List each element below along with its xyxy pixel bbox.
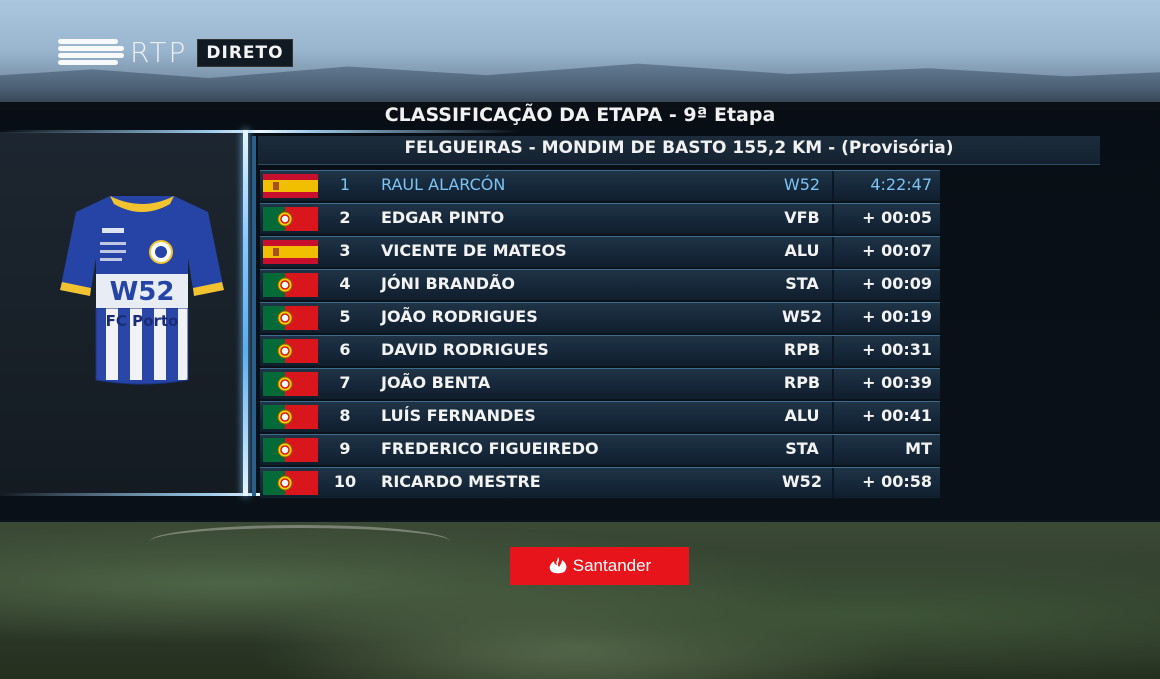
rank-number: 6: [339, 340, 351, 359]
spain-flag-icon: [263, 174, 318, 198]
portugal-flag-icon: [263, 471, 318, 495]
standings-row: 5 JOÃO RODRIGUES W52 + 00:19: [260, 302, 940, 334]
team-code: W52: [783, 175, 821, 194]
spain-flag-icon: [263, 240, 318, 264]
portugal-flag-icon: [263, 273, 318, 297]
rider-name: JOÃO BENTA: [381, 373, 491, 392]
portugal-flag-icon: [263, 438, 318, 462]
column-divider: [832, 435, 834, 465]
channel-name: RTP: [130, 36, 188, 69]
glow-line-vertical: [243, 130, 248, 496]
rank-number: 3: [339, 241, 351, 260]
time-gap: + 00:41: [862, 406, 932, 425]
column-divider: [832, 171, 834, 201]
rider-name: JOÃO RODRIGUES: [381, 307, 538, 326]
time-gap: + 00:05: [862, 208, 932, 227]
portugal-flag-icon: [263, 207, 318, 231]
portugal-flag-icon: [263, 306, 318, 330]
rider-name: VICENTE DE MATEOS: [381, 241, 567, 260]
rank-number: 1: [339, 175, 351, 194]
column-divider: [832, 303, 834, 333]
column-divider: [832, 270, 834, 300]
stage-title: CLASSIFICAÇÃO DA ETAPA - 9ª Etapa: [384, 104, 776, 126]
time-gap: + 00:19: [862, 307, 932, 326]
rank-number: 5: [339, 307, 351, 326]
standings-row: 4 JÓNI BRANDÃO STA + 00:09: [260, 269, 940, 301]
rank-number: 9: [339, 439, 351, 458]
column-divider: [832, 336, 834, 366]
rider-name: JÓNI BRANDÃO: [381, 274, 516, 293]
time-gap: + 00:07: [862, 241, 932, 260]
time-gap: + 00:58: [862, 472, 932, 491]
sponsor-banner: Santander: [510, 547, 689, 585]
standings-row: 8 LUÍS FERNANDES ALU + 00:41: [260, 401, 940, 433]
time-gap: + 00:39: [862, 373, 932, 392]
team-code: VFB: [784, 208, 820, 227]
accent-bar: [252, 136, 256, 496]
rank-number: 8: [339, 406, 351, 425]
stage-route: FELGUEIRAS - MONDIM DE BASTO 155,2 KM - …: [404, 138, 954, 158]
column-divider: [832, 468, 834, 498]
standings-row: 7 JOÃO BENTA RPB + 00:39: [260, 368, 940, 400]
time-gap: + 00:31: [862, 340, 932, 359]
live-badge: DIRETO: [197, 38, 293, 67]
broadcaster-logo: RTP DIRETO: [58, 36, 293, 69]
portugal-flag-icon: [263, 405, 318, 429]
standings-row: 10 RICARDO MESTRE W52 + 00:58: [260, 467, 940, 499]
time-gap: 4:22:47: [870, 175, 932, 194]
team-code: ALU: [784, 406, 820, 425]
subtitle-bar: [258, 136, 1100, 165]
standings-row: 9 FREDERICO FIGUEIREDO STA MT: [260, 434, 940, 466]
rider-name: DAVID RODRIGUES: [381, 340, 549, 359]
rider-name: EDGAR PINTO: [381, 208, 505, 227]
rider-name: LUÍS FERNANDES: [381, 406, 536, 425]
team-code: W52: [782, 307, 822, 326]
rtp-logo-icon: [58, 37, 124, 69]
sponsor-name: Santander: [572, 556, 652, 575]
rider-name: RICARDO MESTRE: [381, 472, 541, 491]
standings-row: 1 RAUL ALARCÓN W52 4:22:47: [260, 170, 940, 202]
glow-line-top: [0, 130, 520, 133]
terrain-background: [0, 520, 1160, 679]
team-code: STA: [785, 439, 819, 458]
rank-number: 7: [339, 373, 351, 392]
jersey-brand: W52: [110, 277, 175, 307]
column-divider: [832, 402, 834, 432]
portugal-flag-icon: [263, 372, 318, 396]
rider-name: FREDERICO FIGUEIREDO: [381, 439, 599, 458]
standings-row: 6 DAVID RODRIGUES RPB + 00:31: [260, 335, 940, 367]
rank-number: 2: [339, 208, 351, 227]
rider-name: RAUL ALARCÓN: [381, 175, 506, 194]
jersey-club: FC Porto: [106, 312, 179, 330]
column-divider: [832, 369, 834, 399]
road-line: [150, 525, 450, 558]
portugal-flag-icon: [263, 339, 318, 363]
team-jersey-icon: W52 FC Porto: [60, 196, 224, 385]
time-gap: + 00:09: [862, 274, 932, 293]
standings-row: 2 EDGAR PINTO VFB + 00:05: [260, 203, 940, 235]
team-code: ALU: [784, 241, 820, 260]
column-divider: [832, 204, 834, 234]
standings-row: 3 VICENTE DE MATEOS ALU + 00:07: [260, 236, 940, 268]
team-code: W52: [782, 472, 822, 491]
team-code: RPB: [783, 340, 821, 359]
team-code: RPB: [783, 373, 821, 392]
column-divider: [832, 237, 834, 267]
rank-number: 10: [333, 472, 357, 491]
rank-number: 4: [339, 274, 351, 293]
team-code: STA: [785, 274, 819, 293]
flame-icon: [549, 557, 567, 574]
time-gap: MT: [905, 439, 932, 458]
